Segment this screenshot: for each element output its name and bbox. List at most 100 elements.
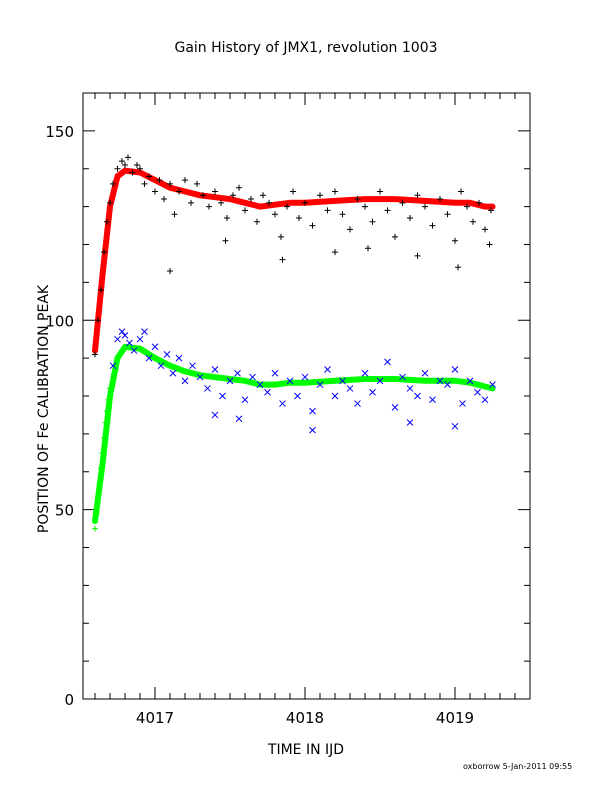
x-tick-label: 4019 xyxy=(436,709,474,727)
data-point-x xyxy=(118,328,126,335)
y-axis-label: POSITION OF Fe CALIBRATION PEAK xyxy=(36,284,52,533)
data-point-x xyxy=(316,381,324,388)
data-point-plus xyxy=(141,180,148,187)
data-point-plus xyxy=(242,207,248,214)
data-point-plus xyxy=(146,173,152,180)
data-point-plus xyxy=(332,249,338,256)
y-tick-label: 0 xyxy=(64,691,74,709)
data-point-plus xyxy=(92,351,98,358)
data-point-plus xyxy=(324,207,331,214)
data-point-plus xyxy=(125,154,131,161)
data-point-plus xyxy=(222,237,229,244)
data-point-x xyxy=(141,328,148,335)
data-point-x xyxy=(444,381,451,388)
data-point-plus xyxy=(101,434,107,441)
data-point-x xyxy=(271,369,279,377)
data-point-plus xyxy=(407,214,413,221)
data-point-plus xyxy=(362,203,368,210)
data-point-x xyxy=(109,362,117,370)
data-point-plus xyxy=(194,180,200,187)
data-point-plus xyxy=(444,211,451,218)
data-point-x xyxy=(163,350,171,358)
data-point-plus xyxy=(266,199,272,206)
data-point-plus xyxy=(296,214,302,221)
fit-curve xyxy=(92,343,496,524)
data-point-x xyxy=(399,373,406,381)
data-point-plus xyxy=(167,180,173,187)
data-point-plus xyxy=(156,177,163,184)
data-point-x xyxy=(126,339,133,347)
data-point-plus xyxy=(482,226,488,233)
data-point-plus xyxy=(384,207,391,214)
data-point-plus xyxy=(455,264,461,271)
data-point-plus xyxy=(347,226,353,233)
y-tick-label: 150 xyxy=(45,123,74,141)
data-point-x xyxy=(406,385,414,392)
data-point-x xyxy=(211,411,219,419)
data-point-x xyxy=(376,377,384,385)
data-point-x xyxy=(211,366,219,373)
data-point-plus xyxy=(392,233,398,240)
y-tick-label: 100 xyxy=(45,312,74,330)
data-point-x xyxy=(301,373,309,381)
data-point-plus xyxy=(206,203,212,210)
data-point-x xyxy=(235,415,243,423)
data-point-plus xyxy=(339,211,346,218)
data-point-plus xyxy=(437,196,443,203)
data-point-plus xyxy=(414,252,421,259)
data-point-x xyxy=(204,385,211,392)
data-point-plus xyxy=(230,192,236,199)
data-point-plus xyxy=(104,408,110,415)
x-tick-labels: 4017 4018 4019 xyxy=(136,709,474,727)
data-point-x xyxy=(226,377,234,385)
data-point-plus xyxy=(101,249,107,256)
data-point-x xyxy=(130,347,138,354)
data-point-plus xyxy=(110,180,116,187)
data-point-x xyxy=(361,369,369,377)
series-4-points xyxy=(109,328,496,434)
data-point-plus xyxy=(309,222,316,229)
data-point-x xyxy=(481,396,489,404)
data-point-x xyxy=(114,335,121,343)
data-point-x xyxy=(414,392,421,400)
x-axis-label: TIME IN IJD xyxy=(267,742,344,758)
data-point-plus xyxy=(224,214,230,221)
data-point-plus xyxy=(152,188,158,195)
data-point-plus xyxy=(369,218,376,225)
data-point-plus xyxy=(200,192,206,199)
x-tick-label: 4018 xyxy=(286,709,324,727)
series-2-fit xyxy=(92,343,496,524)
data-point-plus xyxy=(95,317,101,324)
data-point-plus xyxy=(254,218,260,225)
data-point-x xyxy=(324,366,331,373)
data-point-x xyxy=(384,358,391,366)
data-point-x xyxy=(309,426,316,434)
chart-title: Gain History of JMX1, revolution 1003 xyxy=(174,40,437,56)
data-point-plus xyxy=(93,510,100,517)
data-point-plus xyxy=(236,184,242,191)
data-point-plus xyxy=(134,161,140,168)
data-point-plus xyxy=(161,196,167,203)
data-point-plus xyxy=(92,525,98,532)
data-point-plus xyxy=(96,480,103,487)
timestamp-stamp: oxborrow 5-Jan-2011 09:55 xyxy=(463,762,573,771)
data-point-x xyxy=(219,392,226,400)
data-point-x xyxy=(451,366,459,373)
data-point-plus xyxy=(171,211,178,218)
data-point-plus xyxy=(188,199,194,206)
data-point-plus xyxy=(95,495,101,502)
data-point-x xyxy=(331,392,339,400)
data-point-plus xyxy=(377,188,383,195)
data-point-plus xyxy=(279,256,286,263)
data-point-x xyxy=(241,396,249,404)
data-point-x xyxy=(151,343,159,351)
data-point-x xyxy=(346,385,354,392)
data-point-plus xyxy=(332,188,338,195)
data-point-plus xyxy=(422,203,428,210)
data-point-x xyxy=(196,373,204,381)
data-point-x xyxy=(249,373,256,381)
data-point-x xyxy=(136,335,144,343)
data-point-plus xyxy=(107,199,113,206)
data-point-x xyxy=(175,354,183,362)
data-point-plus xyxy=(365,245,371,252)
